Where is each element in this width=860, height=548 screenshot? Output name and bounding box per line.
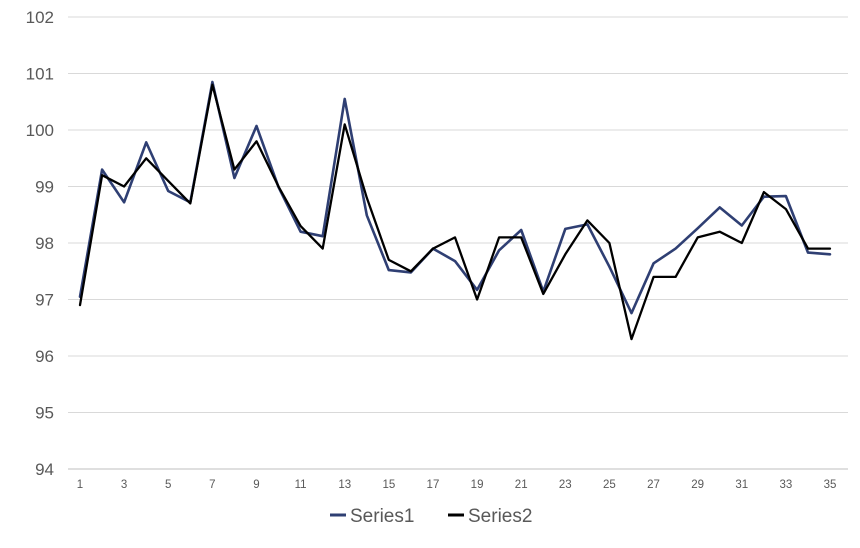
x-tick-label: 1	[77, 479, 83, 491]
y-tick-label: 101	[26, 65, 54, 84]
x-tick-label: 5	[165, 479, 171, 491]
x-tick-label: 7	[209, 479, 215, 491]
x-tick-label: 33	[780, 479, 793, 491]
y-tick-label: 95	[35, 404, 54, 423]
x-tick-label: 25	[603, 479, 616, 491]
y-tick-label: 98	[35, 234, 54, 253]
series-line-series2	[78, 83, 832, 341]
y-tick-label: 94	[35, 460, 54, 479]
x-tick-label: 3	[121, 479, 127, 491]
x-tick-label: 9	[253, 479, 259, 491]
legend-label-series1: Series1	[350, 506, 414, 527]
x-tick-label: 31	[735, 479, 748, 491]
x-tick-label: 13	[338, 479, 351, 491]
legend-label-series2: Series2	[468, 506, 532, 527]
y-tick-label: 96	[35, 347, 54, 366]
y-tick-label: 100	[26, 121, 54, 140]
x-tick-label: 11	[295, 479, 307, 491]
y-tick-label: 99	[35, 178, 54, 197]
x-tick-label: 29	[691, 479, 704, 491]
gridlines	[68, 16, 848, 413]
y-tick-label: 97	[35, 291, 54, 310]
y-axis-tick-labels: 94 95 96 97 98 99 100 101 102	[26, 8, 54, 479]
x-tick-label: 15	[382, 479, 395, 491]
x-tick-label: 17	[427, 479, 440, 491]
x-axis-tick-labels: 1 3 5 7 9 11 13 15 17 19 21 23 25 27 29 31 33 35	[77, 479, 837, 491]
x-tick-label: 21	[515, 479, 528, 491]
x-tick-label: 27	[647, 479, 660, 491]
x-tick-label: 23	[559, 479, 572, 491]
y-tick-label: 102	[26, 8, 54, 27]
legend: Series1 Series2	[330, 506, 532, 527]
x-tick-label: 35	[824, 479, 837, 491]
series-lines	[78, 80, 832, 341]
x-tick-label: 19	[471, 479, 484, 491]
